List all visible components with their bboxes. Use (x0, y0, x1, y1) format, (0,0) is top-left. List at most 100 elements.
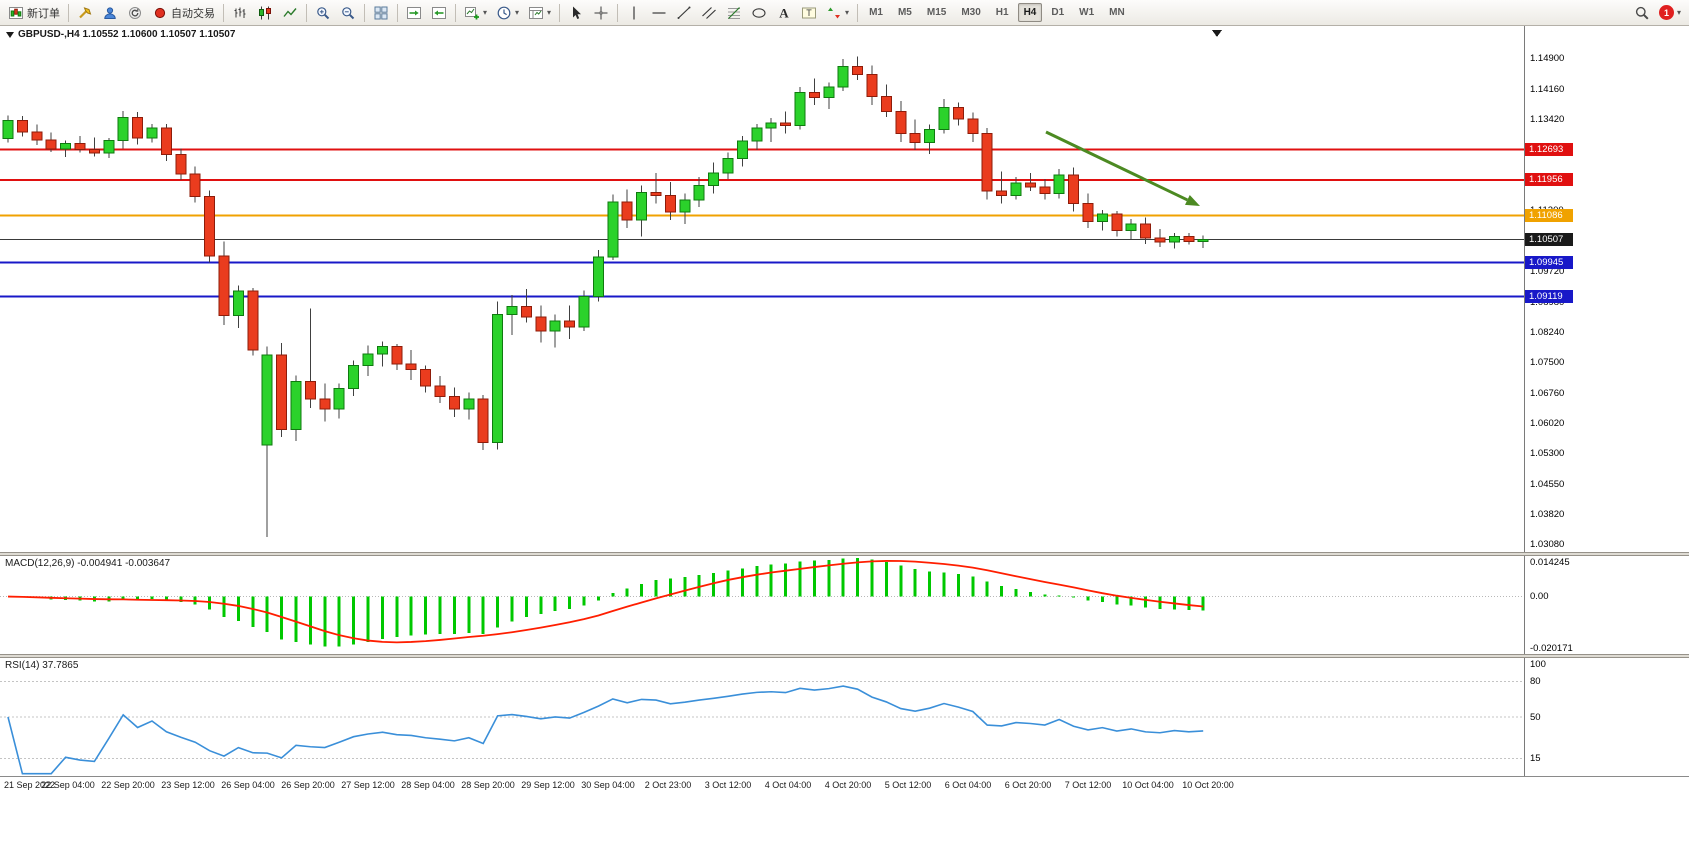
dropdown-caret-icon: ▾ (845, 7, 850, 17)
auto-scroll-button[interactable] (402, 2, 426, 24)
time-axis-label: 26 Sep 04:00 (221, 780, 275, 790)
crosshair-button[interactable] (589, 2, 613, 24)
indicators-button[interactable]: ▾ (460, 2, 491, 24)
metaeditor-button[interactable] (73, 2, 97, 24)
bar-chart-icon (232, 5, 248, 21)
refresh-button[interactable] (123, 2, 147, 24)
price-tick-label: 1.03080 (1530, 539, 1565, 551)
channel-icon (701, 5, 717, 21)
text-icon: A (776, 5, 792, 21)
autotrading-button[interactable]: 自动交易 (148, 2, 219, 24)
toolbar-separator (306, 3, 307, 22)
line-chart-button[interactable] (278, 2, 302, 24)
notification-badge: 1 (1658, 5, 1674, 20)
time-axis-label: 10 Oct 04:00 (1122, 780, 1174, 790)
price-tick-label: 1.04550 (1530, 478, 1565, 490)
metaeditor-icon (77, 5, 93, 21)
time-axis-label: 30 Sep 04:00 (581, 780, 635, 790)
toolbar: 新订单 自动交易 ▾ ▾ ▾ A T ▾ M1 M5 M15 M30 H1 H4 D1 W1 MN 1 ▾ (0, 0, 1689, 26)
tile-windows-button[interactable] (369, 2, 393, 24)
price-tick-label: 1.14900 (1530, 53, 1565, 65)
price-line-badge: 1.09945 (1525, 255, 1573, 269)
toolbar-separator (617, 3, 619, 22)
macd-indicator-label: MACD(12,26,9) -0.004941 -0.003647 (5, 558, 171, 569)
timeframe-h4[interactable]: H4 (1017, 3, 1043, 22)
toolbar-separator (455, 3, 456, 22)
timeframe-m30[interactable]: M30 (961, 7, 981, 18)
symbol-label: GBPUSD-,H4 1.10552 1.10600 1.10507 1.105… (6, 29, 235, 40)
templates-icon (528, 5, 544, 21)
macd-histogram (20, 558, 1205, 647)
shapes-icon (751, 5, 767, 21)
chart-shift-marker-icon[interactable] (1212, 30, 1222, 37)
horizontal-line-button[interactable] (647, 2, 671, 24)
macd-tick-label: 0.00 (1530, 591, 1549, 603)
chart-shift-button[interactable] (427, 2, 451, 24)
zoom-out-button[interactable] (336, 2, 360, 24)
text-label-button[interactable]: T (797, 2, 821, 24)
rsi-indicator-label: RSI(14) 37.7865 (5, 660, 79, 671)
trendline-button[interactable] (672, 2, 696, 24)
timeframe-d1[interactable]: D1 (1051, 7, 1065, 18)
time-axis-label: 28 Sep 04:00 (401, 780, 455, 790)
community-button[interactable] (98, 2, 122, 24)
timeframe-m15[interactable]: M15 (926, 7, 947, 18)
panel-separator[interactable] (0, 552, 1689, 556)
time-axis[interactable]: 21 Sep 2022 22 Sep 04:00 22 Sep 20:00 23 Se… (0, 777, 1524, 794)
price-axis[interactable]: 1.149001.141601.134201.126801.119401.112… (1524, 26, 1689, 776)
timeframe-mn[interactable]: MN (1109, 7, 1125, 18)
timeframe-h1[interactable]: H1 (995, 7, 1009, 18)
trend-arrow[interactable] (1045, 130, 1200, 206)
shapes-button[interactable] (747, 2, 771, 24)
toolbar-separator (559, 3, 561, 22)
price-tick-label: 1.09720 (1530, 266, 1565, 278)
notifications-button[interactable]: 1 ▾ (1655, 2, 1685, 24)
bar-chart-button[interactable] (228, 2, 252, 24)
channel-button[interactable] (697, 2, 721, 24)
time-axis-label: 2 Oct 23:00 (644, 780, 692, 790)
time-axis-border (0, 776, 1689, 777)
text-label-icon: T (801, 5, 817, 21)
time-axis-label: 22 Sep 04:00 (41, 780, 95, 790)
candlestick-chart-button[interactable] (253, 2, 277, 24)
fibonacci-button[interactable] (722, 2, 746, 24)
line-chart-icon (282, 5, 298, 21)
arrows-button[interactable]: ▾ (822, 2, 853, 24)
price-line-badge: 1.12693 (1525, 143, 1573, 157)
zoom-in-icon (315, 5, 331, 21)
dropdown-caret-icon: ▾ (483, 7, 488, 17)
one-click-trading-toggle-icon[interactable] (6, 31, 14, 38)
time-axis-label: 26 Sep 20:00 (281, 780, 335, 790)
vertical-line-button[interactable] (622, 2, 646, 24)
templates-button[interactable]: ▾ (524, 2, 555, 24)
chart-plot-area[interactable] (0, 26, 1524, 776)
search-button[interactable] (1630, 2, 1654, 24)
price-tick-label: 1.06760 (1530, 387, 1565, 399)
cursor-button[interactable] (564, 2, 588, 24)
fibonacci-icon (726, 5, 742, 21)
horizontal-line-icon (651, 5, 667, 21)
new-order-button[interactable]: 新订单 (4, 2, 64, 24)
time-axis-label: 6 Oct 04:00 (944, 780, 992, 790)
arrows-icon (826, 5, 842, 21)
timeframe-m5[interactable]: M5 (897, 7, 912, 18)
price-line-badge: 1.11956 (1525, 173, 1573, 187)
macd-tick-label: 0.014245 (1530, 557, 1570, 568)
time-axis-label: 23 Sep 12:00 (161, 780, 215, 790)
candle-chart-icon (257, 5, 273, 21)
toolbar-separator (857, 3, 859, 22)
toolbar-separator (68, 3, 69, 22)
chart-shift-icon (431, 5, 447, 21)
zoom-in-button[interactable] (311, 2, 335, 24)
timeframe-w1[interactable]: W1 (1079, 7, 1095, 18)
autotrading-icon (152, 5, 168, 21)
text-button[interactable]: A (772, 2, 796, 24)
periods-button[interactable]: ▾ (492, 2, 523, 24)
candlestick-series (2, 56, 1209, 537)
timeframe-m1[interactable]: M1 (869, 7, 883, 18)
toolbar-separator (223, 3, 224, 22)
time-axis-label: 27 Sep 12:00 (341, 780, 395, 790)
panel-separator[interactable] (0, 654, 1689, 658)
price-tick-label: 1.14160 (1530, 83, 1565, 95)
tile-windows-icon (373, 5, 389, 21)
